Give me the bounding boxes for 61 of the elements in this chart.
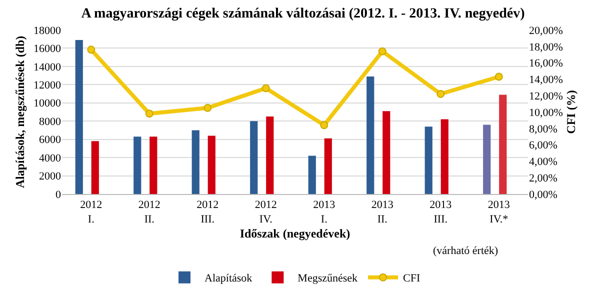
- point: [436, 90, 445, 98]
- bar: [382, 111, 390, 194]
- y2-axis-title: CFI (%): [564, 90, 578, 134]
- legend-label: CFI: [403, 272, 420, 285]
- legend-label: Megszűnések: [298, 272, 358, 285]
- bar: [75, 40, 83, 194]
- y-tick-label: 0: [56, 188, 62, 201]
- bar: [483, 124, 491, 194]
- y-tick-label: 8000: [39, 116, 62, 128]
- y-tick-label: 12000: [34, 80, 62, 92]
- x-tick-label: 2012 I.: [80, 199, 102, 226]
- chart-title: A magyarországi cégek számának változásai (2012. I. - 2013. IV. negyedév): [81, 6, 526, 22]
- y-axis-title: Alapítások, megszűnések (db): [12, 36, 27, 188]
- y2-tick-label: 0,00%: [529, 188, 558, 201]
- bar: [366, 76, 374, 194]
- bar: [150, 136, 158, 194]
- text: (várható érték): [433, 245, 498, 257]
- bar: [266, 116, 274, 194]
- point: [145, 110, 154, 118]
- bar: [424, 126, 432, 194]
- y2-tick-label: 12,00%: [529, 90, 563, 102]
- bar: [192, 130, 200, 194]
- y2-tick-label: 4,00%: [529, 156, 558, 168]
- bar: [91, 141, 99, 194]
- x-tick-label: 2013 I.: [313, 199, 336, 226]
- y2-tick-label: 10,00%: [529, 106, 563, 119]
- point: [204, 104, 212, 112]
- point: [494, 72, 503, 81]
- bar: [308, 156, 316, 194]
- bar: [250, 121, 258, 194]
- bar: [324, 138, 332, 194]
- y-tick-label: 2000: [39, 170, 62, 183]
- y2-tick-label: 2,00%: [529, 172, 558, 184]
- y2-tick-label: 14,00%: [529, 74, 563, 86]
- bar: [499, 94, 507, 194]
- x-tick-label: 2012 III.: [196, 199, 219, 226]
- y2-tick-label: 6,00%: [529, 140, 558, 152]
- legend-label: Alapítások: [204, 272, 253, 285]
- point: [87, 46, 96, 54]
- bar: [440, 119, 448, 194]
- y-tick-label: 18000: [34, 24, 62, 37]
- x-axis-title: Időszak (negyedévek): [240, 226, 350, 240]
- x-tick-label: 2012 IV.: [254, 199, 277, 226]
- x-tick-label: 2013 IV.*: [488, 199, 510, 226]
- y2-tick-label: 18,00%: [529, 41, 563, 54]
- y-tick-label: 10000: [34, 98, 62, 110]
- y2-tick-label: 20,00%: [529, 24, 563, 37]
- y2-tick-label: 16,00%: [529, 58, 563, 70]
- y-tick-label: 16000: [34, 43, 62, 56]
- bar: [134, 136, 142, 194]
- y-tick-label: 14000: [34, 61, 62, 74]
- bar: [208, 136, 216, 194]
- y-tick-label: 4000: [39, 152, 62, 164]
- x-tick-label: 2013 III.: [430, 199, 452, 226]
- y2-tick-label: 8,00%: [529, 123, 558, 136]
- x-tick-label: 2013 II.: [371, 199, 394, 226]
- point: [378, 47, 386, 56]
- y-tick-label: 6000: [39, 134, 62, 146]
- point: [320, 121, 328, 130]
- point: [262, 84, 270, 92]
- x-tick-label: 2012 II.: [138, 199, 160, 226]
